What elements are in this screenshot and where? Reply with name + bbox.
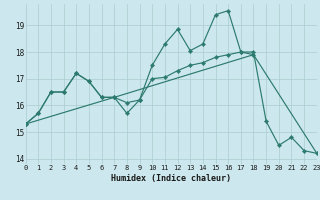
X-axis label: Humidex (Indice chaleur): Humidex (Indice chaleur) — [111, 174, 231, 183]
